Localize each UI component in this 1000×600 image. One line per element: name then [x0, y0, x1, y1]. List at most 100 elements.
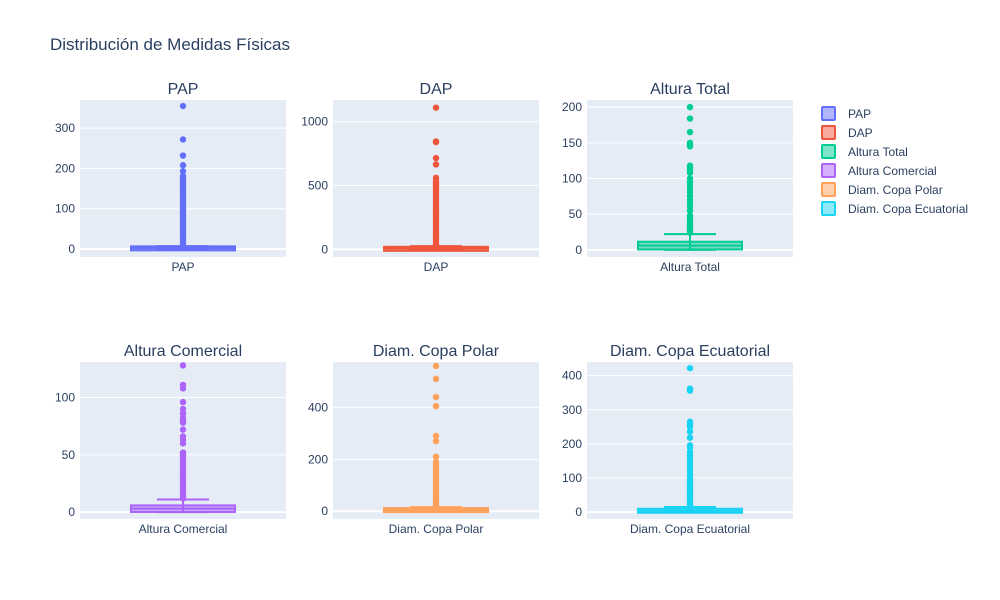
y-tick-label: 0: [68, 505, 75, 519]
legend: PAP DAP Altura Total Altura Comercial Diam. …: [821, 106, 968, 216]
legend-swatch: [821, 201, 836, 216]
legend-item-altura-total[interactable]: Altura Total: [821, 144, 908, 159]
subplot-title: Altura Comercial: [124, 343, 242, 360]
subplot-title: Diam. Copa Ecuatorial: [610, 343, 770, 360]
subplot-altura-total: 0 50 100 150 200 Altura Total Altura Total: [562, 81, 793, 274]
legend-label: Diam. Copa Polar: [848, 183, 943, 197]
outlier-point: [179, 102, 187, 110]
outlier-point: [686, 103, 694, 111]
legend-item-pap[interactable]: PAP: [821, 106, 871, 121]
legend-swatch: [821, 163, 836, 178]
y-tick-label: 0: [321, 242, 328, 256]
x-tick-label: DAP: [424, 260, 449, 274]
outlier-point: [432, 242, 440, 249]
outlier-point: [179, 385, 187, 392]
figure-title: Distribución de Medidas Físicas: [50, 35, 290, 54]
x-tick-label: Altura Comercial: [139, 522, 228, 536]
y-tick-label: 300: [562, 403, 582, 417]
outlier-point: [179, 362, 187, 369]
outlier-point: [432, 138, 440, 146]
subplot-title: DAP: [420, 81, 453, 98]
y-tick-label: 100: [562, 471, 582, 485]
outlier-point: [179, 440, 187, 447]
y-tick-label: 0: [575, 505, 582, 519]
x-tick-label: PAP: [171, 260, 194, 274]
y-tick-label: 0: [575, 243, 582, 257]
outlier-point: [432, 154, 440, 162]
legend-swatch: [821, 125, 836, 140]
legend-item-diam-copa-polar[interactable]: Diam. Copa Polar: [821, 182, 943, 197]
outlier-point: [179, 495, 187, 502]
outlier-point: [432, 161, 440, 168]
outlier-point: [432, 362, 440, 370]
legend-item-altura-comercial[interactable]: Altura Comercial: [821, 163, 937, 178]
subplot-title: Altura Total: [650, 81, 730, 98]
y-tick-label: 200: [308, 452, 328, 466]
y-tick-label: 50: [62, 448, 76, 462]
outlier-point: [686, 128, 694, 136]
y-tick-label: 150: [562, 136, 582, 150]
y-tick-label: 400: [308, 400, 328, 414]
outlier-point: [432, 453, 440, 460]
legend-swatch: [821, 106, 836, 121]
outlier-point: [432, 437, 440, 445]
outlier-point: [432, 402, 440, 410]
outlier-point: [686, 207, 694, 214]
y-tick-label: 1000: [301, 115, 328, 129]
outlier-point: [179, 136, 187, 143]
outlier-point: [686, 115, 694, 122]
y-tick-label: 100: [55, 202, 75, 216]
outlier-point: [686, 169, 694, 176]
outlier-point: [432, 393, 440, 401]
subplot-dap: 0 500 1000 DAP DAP: [301, 81, 539, 274]
y-tick-label: 400: [562, 369, 582, 383]
y-tick-label: 0: [68, 242, 75, 256]
y-tick-label: 200: [562, 437, 582, 451]
outlier-point: [179, 242, 187, 249]
outlier-point: [686, 423, 694, 431]
legend-swatch: [821, 182, 836, 197]
legend-label: PAP: [848, 107, 871, 121]
x-tick-label: Diam. Copa Polar: [389, 522, 484, 536]
outlier-point: [179, 152, 187, 159]
y-tick-label: 200: [562, 100, 582, 114]
outlier-point: [179, 419, 187, 426]
y-tick-label: 100: [55, 391, 75, 405]
outlier-point: [686, 387, 694, 394]
outlier-point: [179, 426, 187, 433]
subplot-diam-copa-ecuatorial: 0 100 200 300 400 Diam. Copa Ecuatorial Diam. …: [562, 343, 793, 536]
y-tick-label: 300: [55, 121, 75, 135]
legend-label: DAP: [848, 126, 873, 140]
outlier-point: [179, 162, 187, 169]
subplot-title: Diam. Copa Polar: [373, 343, 500, 360]
subplot-pap: 0 100 200 300 PAP PAP: [55, 81, 286, 274]
x-tick-label: Altura Total: [660, 260, 720, 274]
x-tick-label: Diam. Copa Ecuatorial: [630, 522, 750, 536]
outlier-point: [179, 405, 187, 413]
outlier-point: [686, 428, 694, 435]
legend-item-dap[interactable]: DAP: [821, 125, 873, 140]
legend-label: Diam. Copa Ecuatorial: [848, 202, 968, 216]
legend-label: Altura Comercial: [848, 164, 937, 178]
y-tick-label: 0: [321, 504, 328, 518]
outlier-point: [686, 143, 694, 150]
subplot-altura-comercial: 0 50 100 Altura Comercial Altura Comercial: [55, 343, 286, 536]
legend-item-diam-copa-ecuatorial[interactable]: Diam. Copa Ecuatorial: [821, 201, 968, 216]
outlier-point: [686, 434, 694, 441]
y-tick-label: 50: [569, 207, 583, 221]
legend-label: Altura Total: [848, 145, 908, 159]
outlier-point: [686, 502, 694, 510]
subplot-diam-copa-polar: 0 200 400 Diam. Copa Polar Diam. Copa Polar: [308, 343, 539, 536]
subplots: 0100200300PAPPAP05001000DAPDAP0501001502…: [55, 81, 793, 536]
subplot-title: PAP: [168, 81, 199, 98]
outlier-point: [179, 168, 187, 175]
outlier-point: [686, 229, 694, 236]
y-tick-label: 100: [562, 172, 582, 186]
outlier-point: [686, 364, 694, 372]
y-tick-label: 200: [55, 161, 75, 175]
outlier-point: [432, 502, 440, 510]
outlier-point: [432, 375, 440, 383]
legend-swatch: [821, 144, 836, 159]
outlier-point: [179, 398, 187, 406]
